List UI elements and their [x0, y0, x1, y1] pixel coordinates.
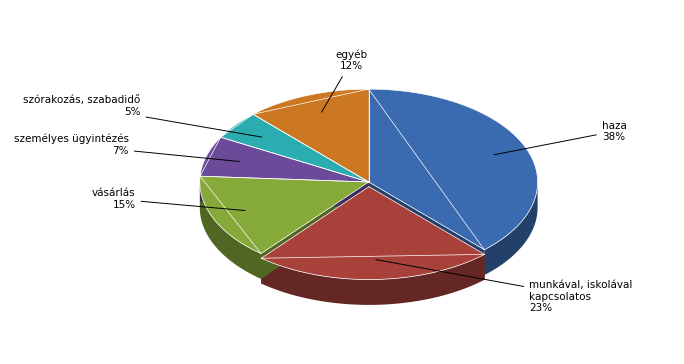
Polygon shape [261, 187, 369, 284]
Polygon shape [221, 114, 369, 182]
Text: szórakozás, szabadidő
5%: szórakozás, szabadidő 5% [23, 95, 262, 137]
Polygon shape [200, 181, 261, 279]
Polygon shape [261, 187, 484, 280]
Polygon shape [200, 176, 369, 254]
Text: munkával, iskolával
kapcsolatos
23%: munkával, iskolával kapcsolatos 23% [376, 260, 633, 313]
Polygon shape [253, 89, 369, 182]
Polygon shape [261, 182, 369, 279]
Polygon shape [369, 187, 484, 280]
Polygon shape [200, 176, 369, 207]
Polygon shape [261, 254, 484, 305]
Text: haza
38%: haza 38% [494, 120, 627, 155]
Text: vásárlás
15%: vásárlás 15% [92, 188, 245, 210]
Polygon shape [200, 176, 369, 207]
Polygon shape [369, 182, 484, 275]
Text: személyes ügyintézés
7%: személyes ügyintézés 7% [14, 134, 239, 162]
Polygon shape [369, 89, 538, 250]
Text: egyéb
12%: egyéb 12% [321, 49, 368, 112]
Polygon shape [200, 137, 369, 182]
Polygon shape [484, 181, 538, 275]
